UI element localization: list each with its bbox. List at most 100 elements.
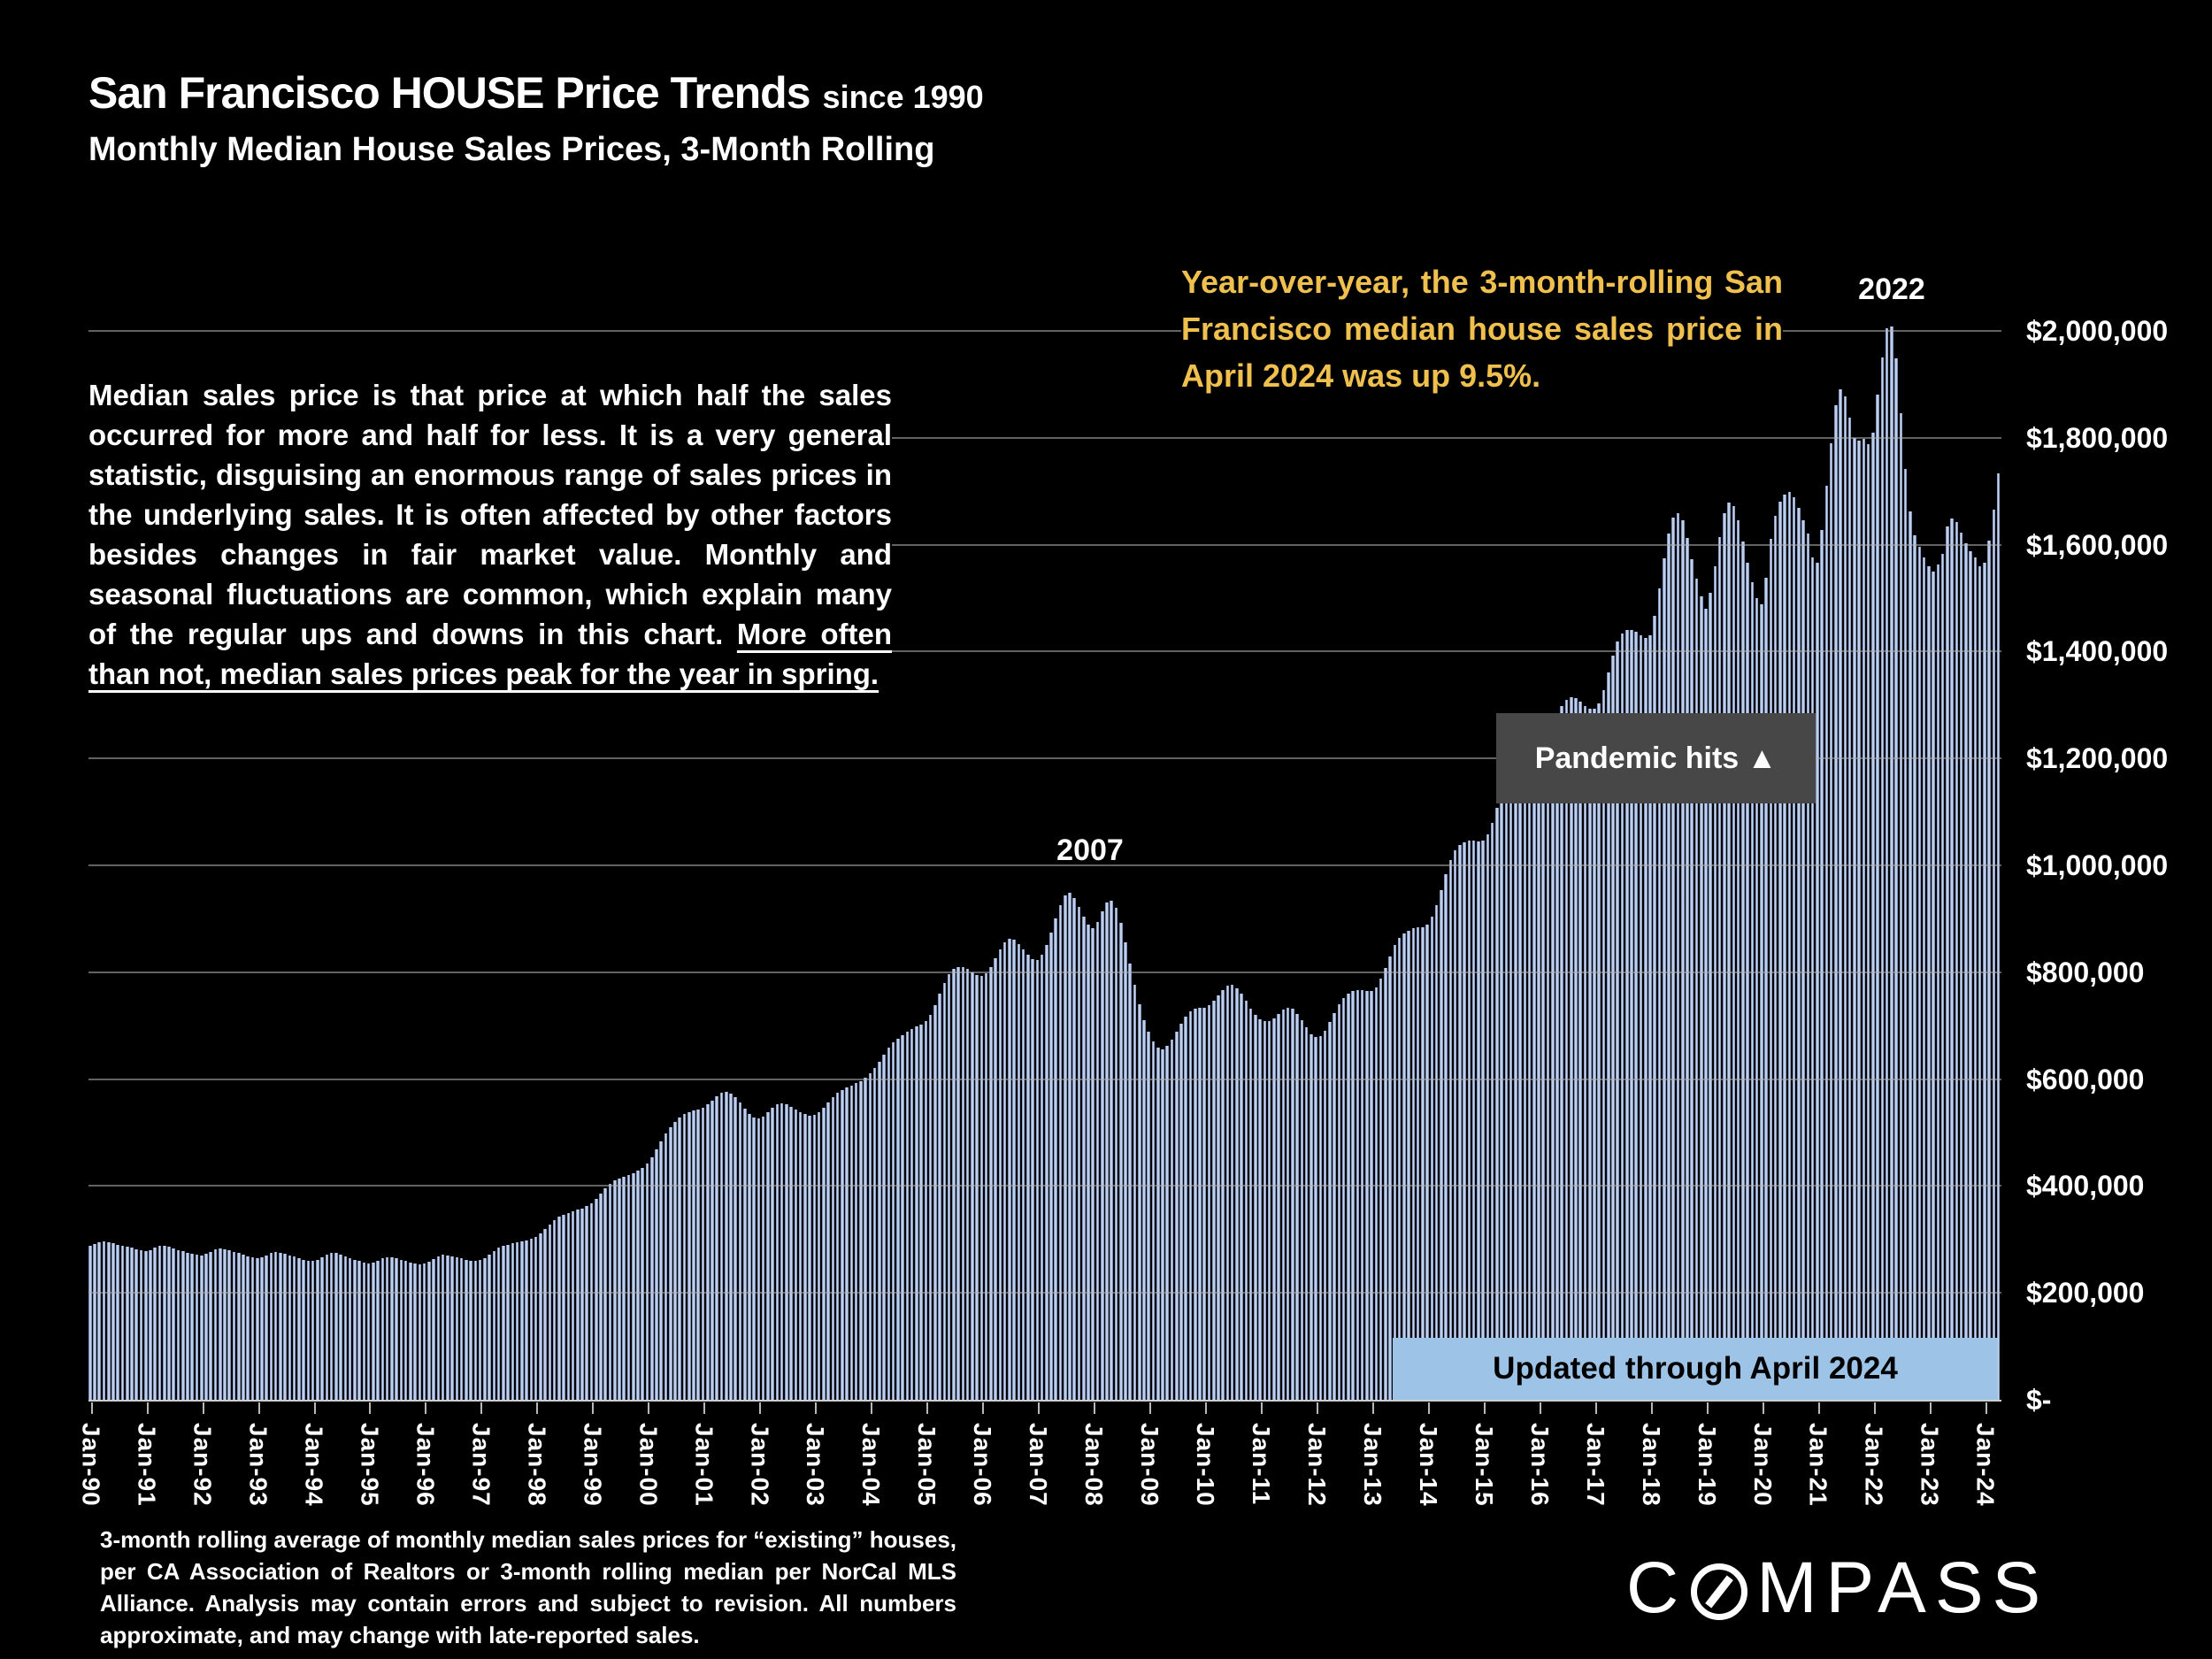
x-tick-label: Jan-22 — [1860, 1423, 1888, 1507]
bar — [1179, 1024, 1183, 1401]
x-tick-label: Jan-16 — [1525, 1423, 1554, 1507]
bar — [826, 1102, 830, 1401]
bar — [1741, 541, 1745, 1401]
x-tick — [1762, 1402, 1764, 1414]
bar — [1486, 833, 1490, 1401]
bar — [961, 966, 965, 1401]
x-tick-label: Jan-04 — [857, 1423, 886, 1507]
bar — [106, 1241, 111, 1401]
bar — [1917, 546, 1922, 1401]
bar — [841, 1089, 844, 1401]
bar — [678, 1117, 682, 1401]
bar — [719, 1093, 724, 1401]
bar — [529, 1239, 534, 1401]
bar — [664, 1133, 668, 1401]
x-tick — [1706, 1402, 1709, 1414]
bar — [1955, 522, 1959, 1401]
bar — [1996, 473, 2001, 1401]
x-tick-label: Jan-08 — [1080, 1423, 1109, 1507]
bar — [265, 1255, 268, 1401]
bar — [1583, 705, 1587, 1401]
bar — [1857, 441, 1861, 1401]
bar — [1333, 1012, 1336, 1401]
bar — [692, 1110, 695, 1401]
x-tick — [592, 1402, 595, 1414]
bar — [1601, 689, 1606, 1401]
bar — [1356, 990, 1360, 1401]
bar — [1258, 1018, 1262, 1401]
bar — [1653, 616, 1657, 1401]
bar — [1946, 526, 1949, 1401]
bar — [928, 1014, 933, 1401]
bar — [199, 1255, 204, 1401]
bar — [645, 1163, 649, 1401]
x-tick — [480, 1402, 483, 1414]
x-tick — [1149, 1402, 1152, 1414]
title-main: San Francisco HOUSE Price Trends — [88, 68, 811, 118]
bar — [506, 1244, 510, 1401]
x-tick — [759, 1402, 762, 1414]
bar — [1880, 357, 1885, 1401]
bar — [1267, 1021, 1271, 1401]
bar — [891, 1042, 895, 1401]
bar — [1606, 672, 1610, 1401]
bar — [1017, 944, 1021, 1401]
bar — [854, 1083, 858, 1401]
bar — [1151, 1041, 1156, 1401]
bar — [483, 1257, 487, 1401]
bar — [149, 1249, 152, 1401]
bar — [395, 1258, 398, 1401]
pandemic-callout: Pandemic hits ▲ — [1496, 713, 1816, 803]
bar — [343, 1256, 348, 1401]
bar — [924, 1021, 928, 1401]
x-tick-label: Jan-09 — [1136, 1423, 1164, 1507]
bar — [831, 1096, 835, 1401]
bar — [1797, 508, 1801, 1401]
bar — [1008, 939, 1011, 1401]
bar — [292, 1256, 296, 1401]
bar — [1434, 904, 1439, 1401]
bar — [1727, 503, 1731, 1401]
bar — [1648, 635, 1652, 1401]
x-tick — [536, 1402, 539, 1414]
bar — [1824, 486, 1829, 1401]
bar — [1458, 844, 1462, 1401]
bar — [143, 1250, 148, 1401]
bar — [320, 1257, 324, 1401]
bar — [1490, 822, 1494, 1401]
bar — [612, 1180, 617, 1401]
bar — [1402, 933, 1406, 1401]
peak-label-2022: 2022 — [1858, 273, 1925, 306]
bar — [1732, 505, 1736, 1401]
bar — [488, 1255, 491, 1401]
bar — [1810, 557, 1815, 1401]
bar — [432, 1258, 435, 1401]
bar — [1834, 405, 1838, 1401]
x-tick-label: Jan-24 — [1971, 1423, 2000, 1507]
x-tick-label: Jan-94 — [300, 1423, 328, 1507]
bar — [1310, 1033, 1313, 1401]
bar — [742, 1109, 747, 1401]
x-tick — [926, 1402, 929, 1414]
bar — [1699, 596, 1703, 1401]
bar — [1829, 442, 1833, 1401]
bar — [738, 1102, 742, 1401]
y-tick-label: $1,000,000 — [2026, 849, 2169, 881]
gridline — [88, 971, 2001, 973]
bar — [1778, 502, 1782, 1401]
bar — [465, 1259, 468, 1401]
bar — [1304, 1027, 1309, 1401]
bar — [167, 1247, 171, 1401]
y-tick-label: $1,400,000 — [2026, 635, 2169, 667]
bar — [1314, 1037, 1317, 1401]
bar — [1087, 925, 1090, 1401]
bar — [469, 1260, 472, 1401]
x-tick — [1038, 1402, 1041, 1414]
bar — [1384, 967, 1387, 1401]
x-tick — [1985, 1402, 1987, 1414]
bar — [213, 1249, 218, 1401]
bar — [1950, 518, 1954, 1401]
bar — [1393, 945, 1397, 1401]
bar — [1351, 991, 1355, 1401]
y-tick-label: $600,000 — [2026, 1064, 2145, 1095]
